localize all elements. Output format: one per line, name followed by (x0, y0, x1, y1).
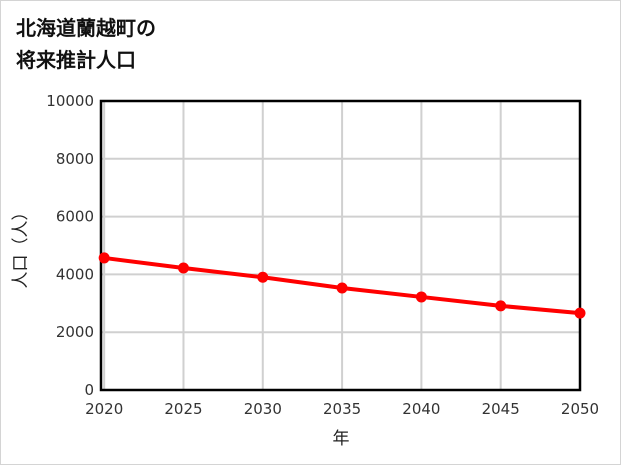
x-tick-label: 2050 (561, 400, 599, 418)
x-tick-label: 2045 (482, 400, 520, 418)
gridlines (101, 100, 581, 391)
plot-area-border (99, 99, 582, 392)
y-axis-label: 人口（人） (11, 204, 31, 289)
chart-title-line2: 将来推計人口 (16, 48, 136, 72)
y-tick-label: 2000 (56, 323, 94, 341)
x-tick-label: 2040 (402, 400, 440, 418)
y-tick-label: 0 (84, 381, 94, 399)
data-point-marker (336, 282, 348, 294)
data-point-marker (257, 271, 269, 283)
y-tick-label: 6000 (56, 208, 94, 226)
y-tick-label: 8000 (56, 150, 94, 168)
data-series (98, 252, 586, 319)
data-point-marker (415, 291, 427, 303)
data-point-marker (177, 262, 189, 274)
chart-title: 北海道蘭越町の 将来推計人口 (16, 12, 156, 76)
y-axis-ticks: 0 2000 4000 6000 8000 10000 (46, 92, 94, 399)
data-point-marker (574, 307, 586, 319)
x-tick-label: 2035 (323, 400, 361, 418)
x-tick-label: 2020 (85, 400, 123, 418)
x-tick-label: 2025 (164, 400, 202, 418)
x-axis-label: 年 (333, 429, 350, 449)
y-tick-label: 10000 (46, 92, 94, 110)
data-point-marker (98, 252, 110, 264)
data-point-marker (495, 300, 507, 312)
x-axis-ticks: 2020 2025 2030 2035 2040 2045 2050 (85, 400, 599, 418)
y-tick-label: 4000 (56, 265, 94, 283)
chart-title-line1: 北海道蘭越町の (16, 16, 156, 40)
x-tick-label: 2030 (244, 400, 282, 418)
